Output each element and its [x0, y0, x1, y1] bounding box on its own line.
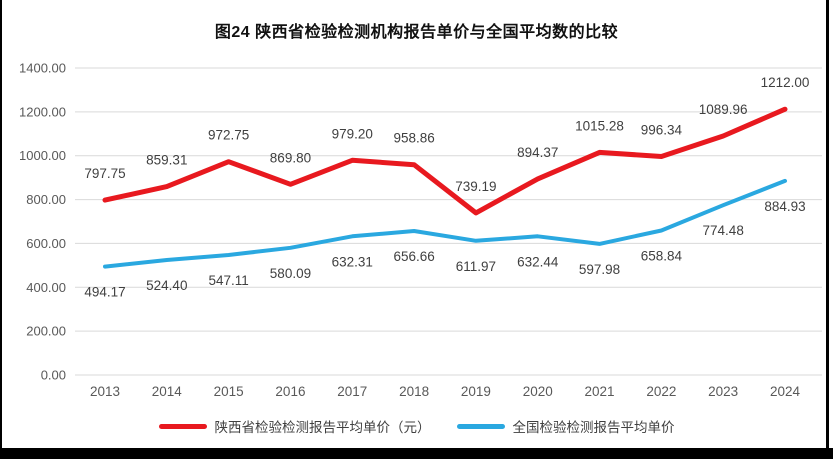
legend-label-shaanxi: 陕西省检验检测报告平均单价（元） — [214, 420, 431, 435]
x-tick-label: 2020 — [523, 384, 553, 399]
legend-item-national: 全国检验检测报告平均单价 — [456, 416, 675, 436]
data-label: 979.20 — [332, 126, 373, 141]
data-label: 972.75 — [208, 128, 249, 143]
x-tick-label: 2022 — [646, 384, 676, 399]
legend-label-national: 全国检验检测报告平均单价 — [512, 420, 675, 435]
data-label: 958.86 — [393, 131, 434, 146]
y-tick-label: 1400.00 — [19, 61, 66, 76]
x-tick-label: 2023 — [708, 384, 738, 399]
x-tick-label: 2014 — [152, 384, 183, 399]
data-label: 547.11 — [208, 273, 248, 288]
legend-item-shaanxi: 陕西省检验检测报告平均单价（元） — [158, 416, 431, 436]
y-tick-label: 400.00 — [26, 280, 66, 295]
chart-title: 图24 陕西省检验检测机构报告单价与全国平均数的比较 — [214, 24, 619, 41]
chart-legend: 陕西省检验检测报告平均单价（元） 全国检验检测报告平均单价 — [0, 416, 833, 436]
frame-border-right — [826, 0, 829, 459]
data-label: 894.37 — [517, 145, 558, 160]
data-label: 774.48 — [703, 223, 744, 238]
data-label: 739.19 — [455, 179, 496, 194]
data-label: 580.09 — [270, 266, 311, 281]
x-tick-label: 2016 — [275, 384, 305, 399]
y-tick-label: 1200.00 — [19, 104, 66, 119]
frame-border-bottom — [0, 448, 833, 459]
line-chart: 0.00 200.00 400.00 600.00 800.00 1000.00 1200.… — [19, 61, 822, 399]
x-tick-label: 2015 — [214, 384, 244, 399]
y-tick-label: 600.00 — [26, 236, 66, 251]
data-label: 597.98 — [579, 262, 620, 277]
series-line-shaanxi — [102, 106, 788, 216]
data-label: 859.31 — [146, 153, 187, 168]
y-tick-label: 800.00 — [26, 192, 66, 207]
data-label: 884.93 — [764, 199, 805, 214]
data-label: 494.17 — [84, 285, 125, 300]
x-tick-label: 2019 — [461, 384, 491, 399]
data-label: 524.40 — [146, 278, 187, 293]
data-label: 632.31 — [332, 254, 373, 269]
data-label: 632.44 — [517, 254, 559, 269]
data-label: 1212.00 — [761, 75, 810, 90]
data-label: 797.75 — [84, 166, 125, 181]
legend-line-swatch-blue — [456, 423, 505, 429]
data-label: 658.84 — [641, 249, 683, 264]
series-line-national — [103, 178, 787, 269]
x-tick-label: 2013 — [90, 384, 120, 399]
frame-border-left — [0, 0, 2, 459]
x-tick-label: 2017 — [337, 384, 367, 399]
legend-line-swatch-red — [158, 423, 207, 429]
y-tick-label: 200.00 — [26, 324, 66, 339]
data-label: 1015.28 — [575, 118, 624, 133]
y-tick-label: 1000.00 — [19, 148, 66, 163]
x-tick-label: 2021 — [585, 384, 615, 399]
data-label: 996.34 — [641, 123, 683, 138]
data-label: 611.97 — [456, 259, 496, 274]
data-label: 1089.96 — [699, 102, 748, 117]
data-label: 869.80 — [270, 150, 311, 165]
data-label: 656.66 — [393, 249, 434, 264]
x-tick-label: 2018 — [399, 384, 429, 399]
y-tick-label: 0.00 — [41, 368, 66, 383]
x-tick-label: 2024 — [770, 384, 801, 399]
